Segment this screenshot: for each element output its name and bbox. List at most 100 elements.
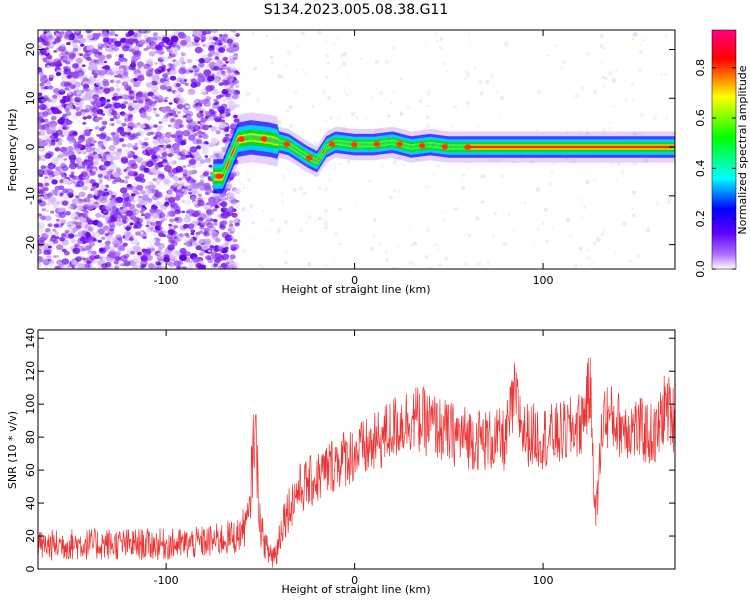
heatmap-cell [101, 145, 107, 150]
heatmap-cell [185, 115, 193, 121]
heatmap-cell [609, 121, 612, 125]
heatmap-cell [212, 208, 218, 212]
snr-frame [37, 329, 676, 570]
heatmap-cell [196, 138, 203, 144]
heatmap-cell [167, 153, 173, 158]
snr-series-line [38, 357, 675, 568]
heatmap-cell [585, 131, 590, 135]
heatmap-cell [167, 171, 175, 177]
heatmap-cell [109, 118, 115, 122]
heatmap-cell [105, 150, 111, 154]
heatmap-cell [46, 108, 51, 111]
heatmap-cell [114, 83, 119, 88]
heatmap-cell [200, 143, 209, 151]
heatmap-cell [554, 43, 558, 48]
heatmap-cell [154, 62, 158, 65]
heatmap-cell [187, 88, 196, 96]
heatmap-cell [493, 212, 497, 216]
heatmap-cell [435, 142, 443, 149]
heatmap-cell [77, 198, 83, 202]
heatmap-cell [157, 242, 165, 249]
heatmap-cell [101, 113, 106, 116]
heatmap-cells [38, 30, 675, 269]
heatmap-cell [162, 158, 168, 163]
heatmap-cell [286, 50, 292, 55]
heatmap-cell [582, 205, 587, 210]
heatmap-cell [142, 96, 147, 100]
heatmap-cell [92, 93, 100, 100]
heatmap-cell [200, 39, 205, 43]
heatmap-cell [219, 34, 223, 37]
heatmap-cell [206, 208, 214, 216]
heatmap-cell [61, 200, 69, 206]
heatmap-cell [81, 213, 86, 217]
heatmap-cell [389, 48, 392, 51]
heatmap-cell [167, 188, 174, 194]
heatmap-cell [124, 74, 129, 78]
heatmap-cell [97, 239, 102, 243]
heatmap-cell [190, 232, 195, 236]
heatmap-cell [213, 117, 220, 122]
heatmap-cell [199, 252, 204, 256]
heatmap-cell [311, 157, 319, 164]
heatmap-cell [233, 219, 239, 224]
heatmap-cell [177, 177, 183, 181]
heatmap-cell [324, 119, 328, 124]
heatmap-cell [150, 99, 155, 102]
heatmap-cell [72, 39, 78, 43]
heatmap-cell [137, 95, 142, 99]
heatmap-cell [90, 101, 96, 105]
heatmap-cell [246, 177, 251, 182]
heatmap-cell [269, 55, 274, 60]
heatmap-cell [79, 134, 85, 139]
heatmap-cell [338, 207, 343, 212]
heatmap-cell [180, 39, 188, 46]
heatmap-cell [141, 146, 146, 149]
heatmap-cell [500, 174, 505, 179]
heatmap-cell [74, 243, 80, 248]
heatmap-cell [198, 57, 205, 64]
heatmap-cell [462, 181, 465, 184]
heatmap-cell [229, 84, 234, 89]
heatmap-cell [68, 266, 73, 269]
heatmap-cell [433, 128, 437, 132]
heatmap-cell [212, 232, 218, 238]
heatmap-cell [58, 211, 66, 219]
heatmap-cell [122, 65, 130, 72]
heatmap-cell [42, 96, 49, 102]
heatmap-cell [69, 79, 76, 85]
heatmap-cell [151, 154, 158, 160]
heatmap-cell [128, 48, 134, 53]
heatmap-cell [107, 137, 113, 141]
heatmap-cell [175, 83, 181, 87]
heatmap-cell [225, 87, 231, 91]
heatmap-cell [77, 166, 82, 170]
heatmap-cell [72, 63, 79, 69]
heatmap-cell [106, 199, 111, 203]
heatmap-cell [114, 200, 119, 204]
heatmap-cell [52, 255, 57, 258]
heatmap-cell [141, 213, 145, 217]
heatmap-cell [115, 119, 122, 125]
heatmap-cell [296, 46, 300, 49]
heatmap-cell [173, 122, 182, 130]
heatmap-cell [192, 182, 200, 189]
colorbar-tick-label: 0.2 [694, 210, 707, 228]
heatmap-cell [193, 125, 201, 131]
heatmap-cell [61, 165, 69, 172]
heatmap-cell [373, 219, 376, 222]
heatmap-cell [166, 191, 174, 198]
heatmap-cell [225, 261, 230, 265]
heatmap-cell [217, 36, 225, 43]
heatmap-cell [568, 234, 573, 239]
heatmap-cell [222, 45, 227, 49]
heatmap-cell [127, 171, 135, 177]
heatmap-cell [57, 118, 65, 125]
heatmap-cell [91, 62, 98, 68]
heatmap-cell [368, 141, 376, 148]
heatmap-cell [227, 43, 232, 47]
heatmap-cell [65, 115, 70, 119]
heatmap-cell [198, 264, 206, 269]
heatmap-cell [58, 86, 65, 92]
heatmap-cell [378, 127, 383, 132]
